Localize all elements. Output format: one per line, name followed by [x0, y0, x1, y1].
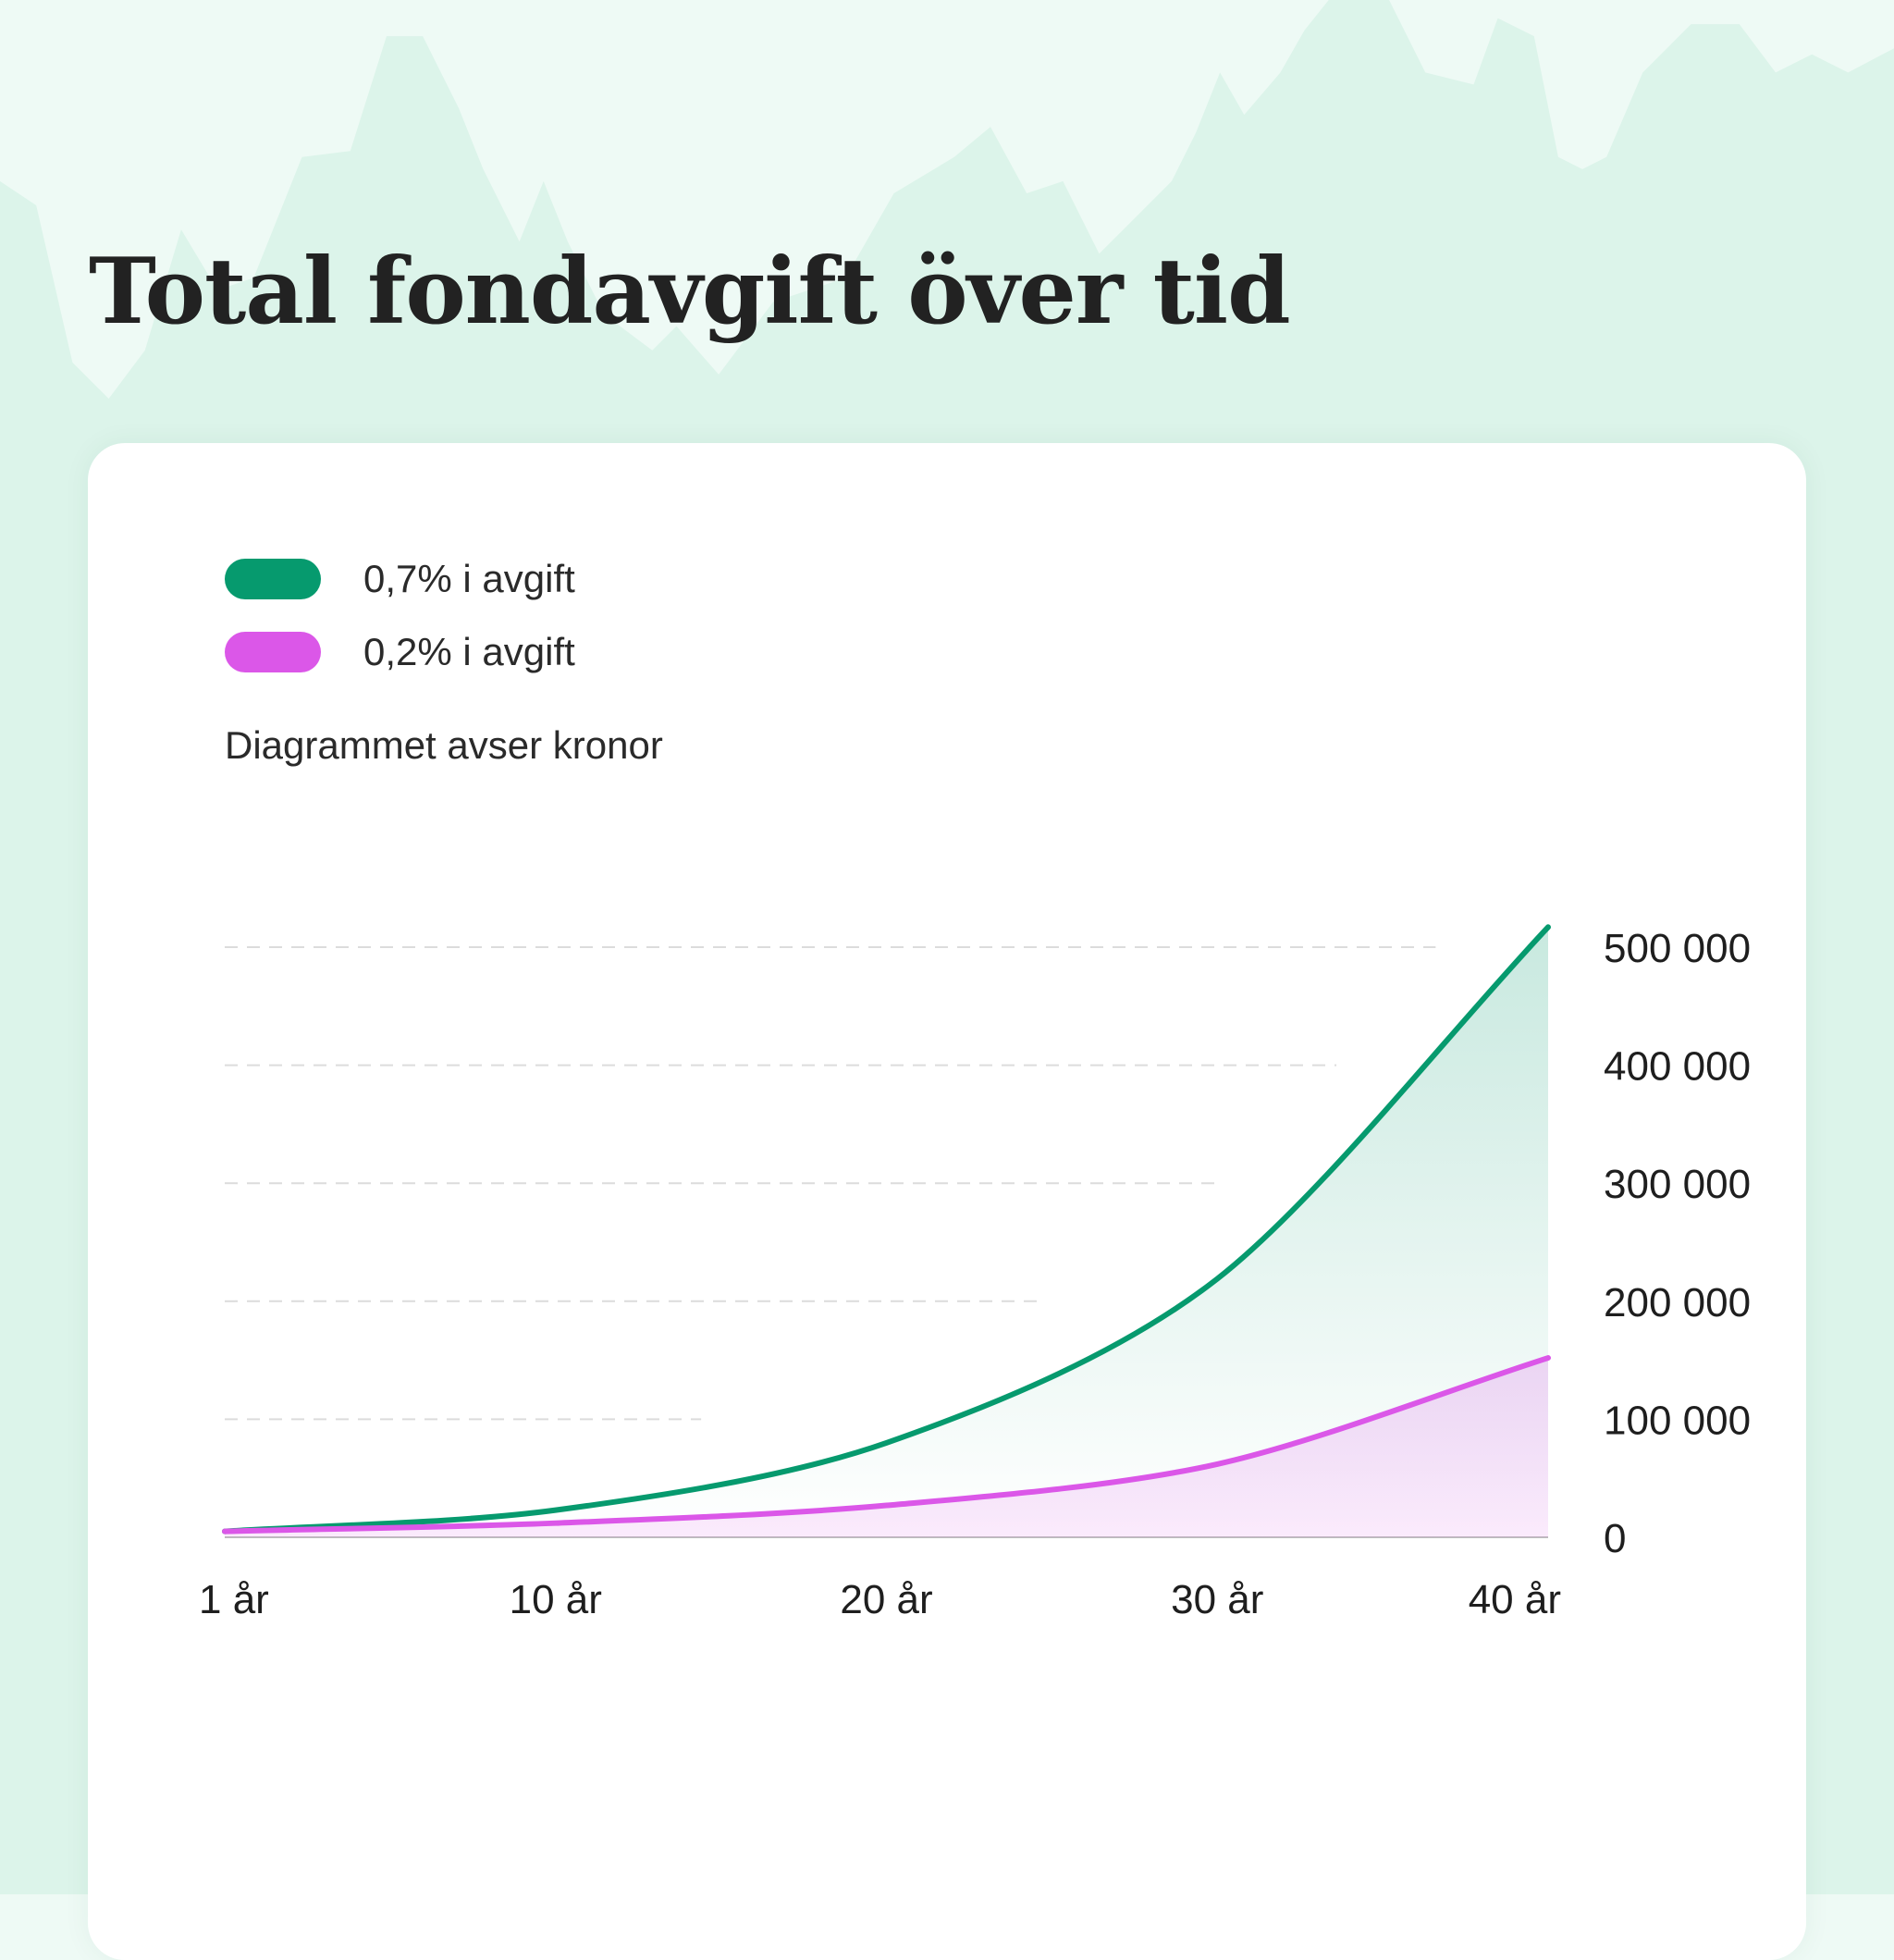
y-tick-label: 300 000 [1604, 1162, 1751, 1207]
y-tick-label: 0 [1604, 1516, 1626, 1561]
x-tick-label: 20 år [840, 1577, 932, 1622]
y-tick-label: 100 000 [1604, 1398, 1751, 1443]
x-tick-label: 40 år [1469, 1577, 1561, 1622]
y-tick-label: 400 000 [1604, 1044, 1751, 1090]
y-tick-label: 500 000 [1604, 926, 1751, 971]
y-tick-label: 200 000 [1604, 1280, 1751, 1325]
x-tick-label: 1 år [199, 1577, 269, 1622]
x-tick-label: 10 år [510, 1577, 602, 1622]
chart: 0 100 000 200 000 300 000 400 000 500 000 1 å… [0, 0, 1894, 1894]
x-tick-label: 30 år [1171, 1577, 1263, 1622]
